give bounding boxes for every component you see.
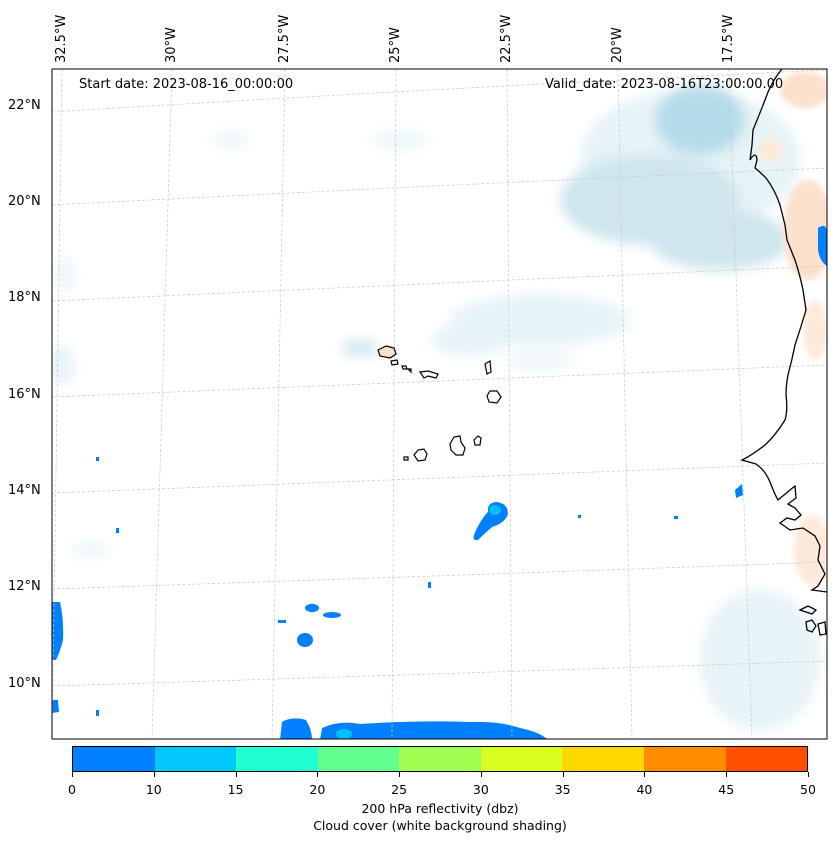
cloud-cover-shading — [52, 85, 820, 730]
colorbar-segment-3 — [317, 747, 400, 771]
colorbar-segment-5 — [480, 747, 563, 771]
land-shading — [380, 72, 827, 585]
lon-label-32-5w: 32.5°W — [54, 14, 69, 63]
colorbar-tick-label: 45 — [718, 782, 735, 797]
colorbar-tickmark — [726, 772, 728, 777]
cape-verde-islands — [377, 345, 502, 462]
colorbar-tick-label: 20 — [309, 782, 326, 797]
lon-label-25w: 25°W — [388, 27, 403, 63]
colorbar-segment-4 — [399, 747, 481, 771]
colorbar-segment-0 — [73, 747, 155, 771]
valid-date-label: Valid_date: 2023-08-16T23:00:00.00 — [545, 77, 784, 92]
reflectivity-patches — [52, 225, 827, 739]
lat-label-22n: 22°N — [8, 98, 41, 113]
colorbar-tick-label: 50 — [800, 782, 816, 797]
colorbar-tickmark — [808, 772, 809, 777]
colorbar-tickmark — [399, 772, 401, 777]
colorbar-tick-label: 25 — [391, 782, 408, 797]
colorbar-tick-label: 15 — [227, 782, 244, 797]
lat-label-16n: 16°N — [8, 387, 41, 402]
colorbar-segment-1 — [154, 747, 237, 771]
lat-label-12n: 12°N — [8, 579, 41, 594]
lat-label-20n: 20°N — [8, 194, 41, 209]
start-date-label: Start date: 2023-08-16_00:00:00 — [79, 77, 294, 92]
colorbar-tickmark — [235, 772, 237, 777]
colorbar-tickmark — [644, 772, 646, 777]
lat-label-10n: 10°N — [8, 676, 41, 691]
lon-label-17-5w: 17.5°W — [721, 14, 736, 63]
colorbar-segment-7 — [643, 747, 726, 771]
colorbar-tick-label: 0 — [68, 782, 76, 797]
colorbar-tickmark — [317, 772, 319, 777]
colorbar-tickmark — [562, 772, 564, 777]
graticule-grid — [52, 69, 827, 739]
lon-label-30w: 30°W — [164, 27, 179, 63]
colorbar-sublabel: Cloud cover (white background shading) — [313, 818, 567, 833]
colorbar-label: 200 hPa reflectivity (dbz) — [361, 801, 519, 816]
colorbar-tick-label: 40 — [636, 782, 653, 797]
colorbar-tick-label: 10 — [145, 782, 162, 797]
lat-label-18n: 18°N — [8, 290, 41, 305]
colorbar-segment-8 — [725, 747, 808, 771]
lon-label-20w: 20°W — [610, 27, 625, 63]
colorbar-segment-6 — [562, 747, 644, 771]
colorbar-tickmark — [480, 772, 482, 777]
african-coastline — [740, 69, 827, 636]
colorbar-tick-label: 30 — [472, 782, 489, 797]
reflectivity-colorbar — [72, 746, 808, 772]
lon-label-27-5w: 27.5°W — [277, 14, 292, 63]
lat-label-14n: 14°N — [8, 483, 41, 498]
lon-label-22-5w: 22.5°W — [499, 14, 514, 63]
colorbar-tick-label: 35 — [554, 782, 571, 797]
colorbar-tickmark — [72, 772, 73, 777]
colorbar-tickmark — [153, 772, 155, 777]
colorbar-segment-2 — [236, 747, 318, 771]
